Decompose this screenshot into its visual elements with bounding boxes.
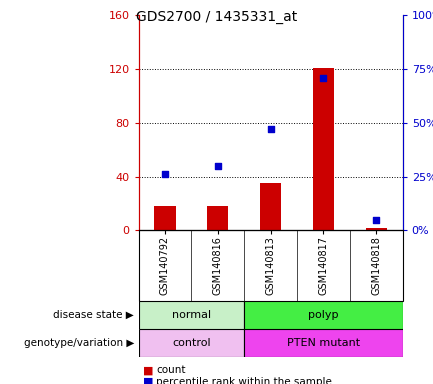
Point [162, 171, 168, 177]
Text: GSM140792: GSM140792 [160, 237, 170, 295]
Bar [155, 206, 175, 230]
Bar [313, 68, 334, 230]
Text: control: control [172, 338, 211, 348]
Point [267, 126, 274, 132]
Bar [260, 184, 281, 230]
Text: polyp: polyp [308, 310, 339, 320]
Bar [207, 206, 228, 230]
Text: GSM140816: GSM140816 [213, 237, 223, 295]
Text: percentile rank within the sample: percentile rank within the sample [156, 377, 332, 384]
Point [320, 74, 327, 81]
Text: GSM140817: GSM140817 [318, 237, 329, 295]
Text: normal: normal [172, 310, 211, 320]
Text: GSM140818: GSM140818 [371, 237, 381, 295]
Bar [244, 301, 403, 329]
Text: PTEN mutant: PTEN mutant [287, 338, 360, 348]
Bar [244, 329, 403, 357]
Bar [366, 228, 387, 230]
Bar [139, 301, 244, 329]
Text: GDS2700 / 1435331_at: GDS2700 / 1435331_at [136, 10, 297, 23]
Text: disease state ▶: disease state ▶ [54, 310, 134, 320]
Text: GSM140813: GSM140813 [265, 237, 276, 295]
Bar [139, 329, 244, 357]
Point [214, 163, 221, 169]
Text: ■: ■ [143, 377, 153, 384]
Text: ■: ■ [143, 365, 153, 375]
Text: genotype/variation ▶: genotype/variation ▶ [24, 338, 134, 348]
Text: count: count [156, 365, 185, 375]
Point [373, 217, 380, 223]
